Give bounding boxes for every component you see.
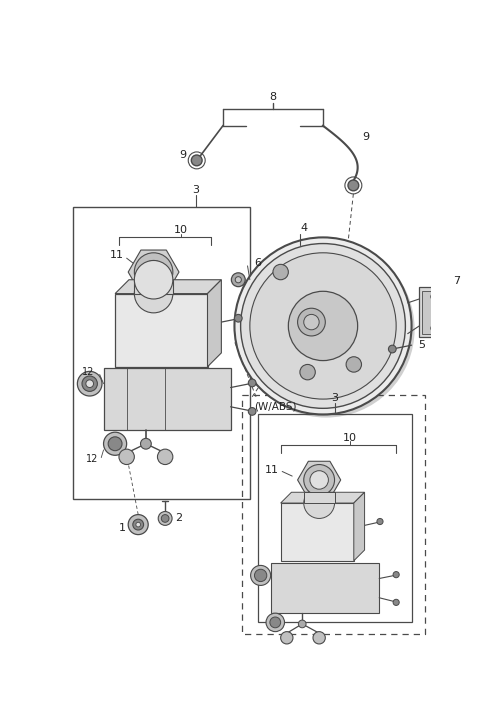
Circle shape	[393, 571, 399, 578]
Circle shape	[86, 379, 94, 387]
Circle shape	[235, 277, 241, 283]
Text: 3: 3	[331, 393, 338, 403]
Circle shape	[431, 325, 437, 332]
Circle shape	[104, 432, 127, 455]
Text: 6: 6	[254, 258, 261, 268]
Bar	[422, 292, 445, 334]
Text: 9: 9	[362, 132, 369, 142]
Text: 2: 2	[175, 513, 182, 523]
Circle shape	[313, 632, 325, 644]
Bar	[258, 414, 411, 622]
Circle shape	[82, 376, 97, 391]
Circle shape	[77, 371, 102, 396]
Circle shape	[348, 180, 359, 190]
Circle shape	[134, 274, 173, 313]
Circle shape	[346, 357, 361, 372]
Text: 10: 10	[174, 225, 188, 235]
Circle shape	[299, 620, 306, 628]
Circle shape	[393, 599, 399, 606]
Text: 5: 5	[418, 340, 425, 350]
Circle shape	[266, 613, 285, 632]
Circle shape	[298, 308, 325, 336]
Text: 1: 1	[120, 523, 126, 534]
Circle shape	[134, 260, 173, 299]
Circle shape	[304, 314, 319, 330]
Circle shape	[431, 294, 437, 300]
Circle shape	[304, 488, 335, 518]
Text: 8: 8	[269, 92, 276, 103]
Bar	[115, 294, 207, 366]
Polygon shape	[354, 492, 365, 561]
Circle shape	[248, 379, 256, 387]
Bar	[134, 280, 173, 294]
Circle shape	[304, 465, 335, 495]
Text: 12: 12	[82, 367, 95, 377]
Circle shape	[158, 512, 172, 526]
Bar	[104, 369, 230, 430]
Text: 9: 9	[180, 150, 186, 160]
Circle shape	[273, 265, 288, 280]
Circle shape	[240, 244, 406, 409]
Polygon shape	[128, 250, 179, 294]
Circle shape	[192, 155, 202, 166]
Circle shape	[377, 518, 383, 525]
Circle shape	[234, 238, 411, 414]
Circle shape	[128, 515, 148, 534]
Circle shape	[157, 449, 173, 465]
Bar	[419, 287, 448, 337]
Circle shape	[161, 515, 169, 522]
Text: 4: 4	[300, 223, 307, 233]
Circle shape	[134, 253, 173, 292]
Text: 11: 11	[109, 250, 124, 260]
Polygon shape	[115, 280, 221, 294]
Circle shape	[136, 522, 141, 527]
Polygon shape	[207, 280, 221, 366]
Circle shape	[108, 437, 122, 451]
Circle shape	[310, 470, 328, 489]
Text: 3: 3	[192, 185, 200, 195]
Circle shape	[119, 449, 134, 465]
Bar	[242, 395, 425, 634]
Text: 10: 10	[343, 433, 357, 443]
Circle shape	[388, 345, 396, 353]
Polygon shape	[281, 492, 365, 503]
Bar	[281, 503, 354, 561]
Circle shape	[281, 632, 293, 644]
Polygon shape	[298, 461, 341, 499]
Bar	[73, 206, 250, 499]
Text: 12: 12	[86, 454, 98, 464]
Circle shape	[270, 617, 281, 628]
Circle shape	[234, 314, 242, 322]
Circle shape	[288, 292, 358, 361]
Circle shape	[133, 519, 144, 530]
Circle shape	[142, 260, 165, 284]
Circle shape	[300, 364, 315, 379]
Circle shape	[141, 438, 151, 449]
Bar	[304, 492, 335, 503]
Circle shape	[238, 241, 415, 417]
Circle shape	[248, 408, 256, 415]
Circle shape	[231, 273, 245, 286]
Text: 7: 7	[453, 276, 460, 286]
Text: 11: 11	[264, 465, 278, 475]
Circle shape	[251, 566, 271, 585]
Bar	[271, 563, 379, 613]
Circle shape	[254, 569, 267, 582]
Circle shape	[250, 253, 396, 399]
Text: (W/ABS): (W/ABS)	[254, 401, 296, 411]
